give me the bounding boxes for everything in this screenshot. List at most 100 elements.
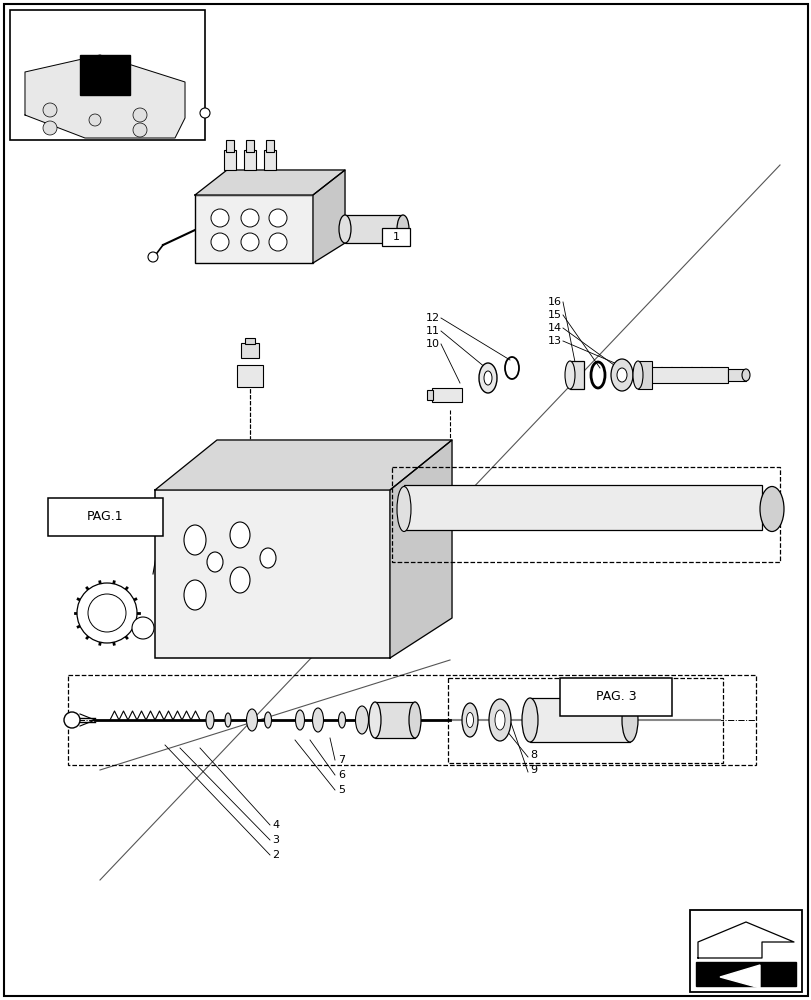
Ellipse shape [564,361,574,389]
Polygon shape [695,962,795,986]
Text: 11: 11 [426,326,440,336]
Bar [637,361,651,389]
Bar [264,150,276,170]
Ellipse shape [355,706,368,734]
Polygon shape [389,440,452,658]
Text: 8: 8 [530,750,536,760]
Ellipse shape [312,708,323,732]
Bar [224,150,236,170]
Polygon shape [719,965,759,988]
Ellipse shape [184,580,206,610]
Ellipse shape [184,525,206,555]
Ellipse shape [495,710,504,730]
Text: 10: 10 [426,339,440,349]
Circle shape [148,252,158,262]
Ellipse shape [264,712,271,728]
Text: 14: 14 [547,323,561,333]
Bar [10,10,204,140]
Polygon shape [312,170,345,263]
Text: 15: 15 [547,310,561,320]
Bar [647,367,727,383]
Bar [392,467,779,562]
Ellipse shape [207,552,223,572]
Bar [569,361,583,389]
Bar [237,365,263,387]
Circle shape [88,594,126,632]
Circle shape [268,209,286,227]
Ellipse shape [225,713,230,727]
Text: PAG.1: PAG.1 [87,510,123,524]
Ellipse shape [478,363,496,393]
Circle shape [64,712,80,728]
Ellipse shape [521,698,538,742]
Circle shape [89,114,101,126]
Ellipse shape [260,548,276,568]
Bar [246,140,254,152]
Text: 5: 5 [337,785,345,795]
Polygon shape [155,440,452,490]
Text: 4: 4 [272,820,279,830]
Polygon shape [80,55,130,95]
Bar [243,150,255,170]
Bar [689,910,801,992]
Bar [560,678,672,716]
Circle shape [133,108,147,122]
Text: 13: 13 [547,336,561,346]
Bar [404,485,761,530]
Text: PAG. 3: PAG. 3 [595,690,636,704]
Ellipse shape [247,709,257,731]
Ellipse shape [466,712,473,728]
Circle shape [77,583,137,643]
Circle shape [241,233,259,251]
Ellipse shape [295,710,304,730]
Bar [345,215,402,243]
Text: 12: 12 [425,313,440,323]
Bar [530,698,629,742]
Circle shape [132,617,154,639]
Ellipse shape [230,567,250,593]
Circle shape [43,121,57,135]
Circle shape [241,209,259,227]
Polygon shape [697,922,793,958]
Bar [381,228,410,246]
Circle shape [43,103,57,117]
Ellipse shape [338,215,350,243]
Ellipse shape [368,702,380,738]
Ellipse shape [397,215,409,243]
Bar [155,490,389,658]
Ellipse shape [610,359,633,391]
Bar [427,390,432,400]
Polygon shape [195,170,345,195]
Ellipse shape [461,703,478,737]
Bar [241,343,259,358]
Ellipse shape [483,371,491,385]
Ellipse shape [338,712,345,728]
Text: 6: 6 [337,770,345,780]
Circle shape [211,233,229,251]
Bar [266,140,273,152]
Bar [245,338,255,344]
Circle shape [200,108,210,118]
Circle shape [268,233,286,251]
Ellipse shape [397,487,410,532]
Ellipse shape [230,522,250,548]
Ellipse shape [409,702,420,738]
Text: 1: 1 [392,232,399,242]
Bar [48,498,163,536]
Ellipse shape [633,361,642,389]
Text: 9: 9 [530,765,536,775]
Ellipse shape [488,699,510,741]
Ellipse shape [741,369,749,381]
Circle shape [211,209,229,227]
Ellipse shape [621,698,637,742]
Bar [225,140,234,152]
Bar [195,195,312,263]
Ellipse shape [759,487,783,532]
Text: 3: 3 [272,835,279,845]
Text: 16: 16 [547,297,561,307]
Polygon shape [25,55,185,138]
Bar [448,678,722,763]
Ellipse shape [616,368,626,382]
Text: 2: 2 [272,850,279,860]
Text: 7: 7 [337,755,345,765]
